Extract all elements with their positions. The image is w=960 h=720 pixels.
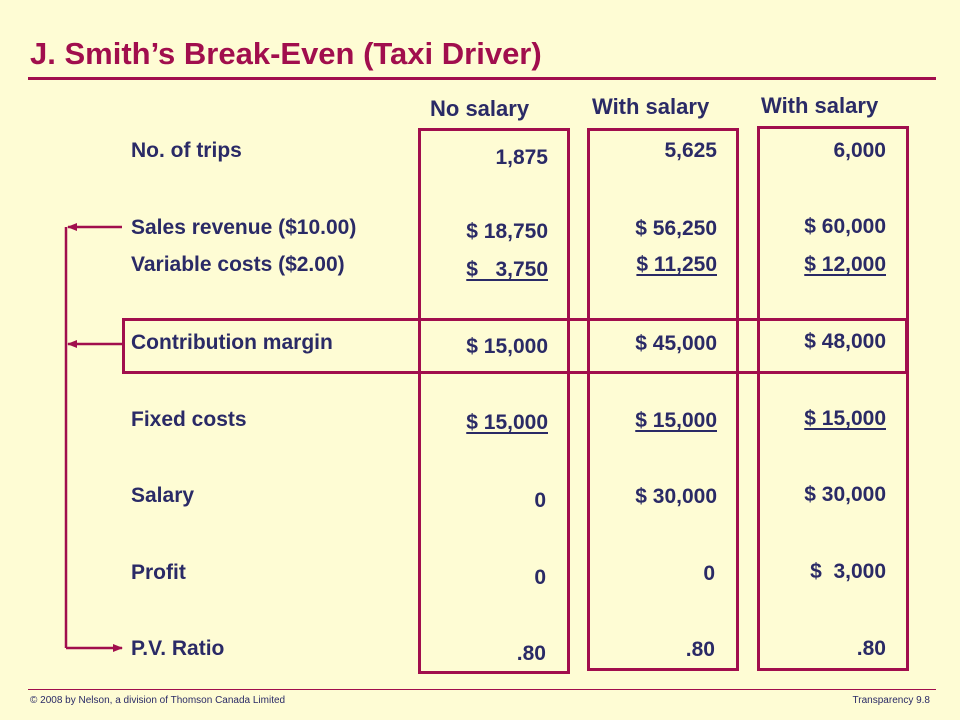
value-pv-no-salary: .80 — [516, 642, 546, 665]
value-profit-with-salary-1: 0 — [703, 562, 715, 585]
title-rule — [28, 77, 936, 80]
value-profit-no-salary: 0 — [534, 566, 546, 589]
value-variable-with-salary-2: $ 12,000 — [804, 253, 886, 276]
value-sales-no-salary: $ 18,750 — [466, 220, 548, 243]
column-header-with-salary-1: With salary — [592, 94, 710, 119]
value-pv-with-salary-2: .80 — [856, 637, 886, 660]
value-salary-no-salary: 0 — [534, 489, 546, 512]
value-fixed-with-salary-1: $ 15,000 — [635, 409, 717, 432]
column-box-with-salary-2 — [757, 126, 909, 671]
slide-title: J. Smith’s Break-Even (Taxi Driver) — [30, 36, 542, 71]
value-fixed-with-salary-2: $ 15,000 — [804, 407, 886, 430]
row-label-variable-costs: Variable costs ($2.00) — [131, 253, 345, 276]
transparency-number: Transparency 9.8 — [852, 695, 930, 706]
row-label-fixed-costs: Fixed costs — [131, 408, 247, 431]
value-salary-with-salary-1: $ 30,000 — [635, 485, 717, 508]
column-header-no-salary: No salary — [430, 96, 530, 121]
row-label-salary: Salary — [131, 484, 195, 507]
value-fixed-no-salary: $ 15,000 — [466, 411, 548, 434]
row-label-sales-revenue: Sales revenue ($10.00) — [131, 216, 357, 239]
value-contribution-with-salary-2: $ 48,000 — [804, 330, 886, 353]
row-label-profit: Profit — [131, 561, 186, 584]
column-box-no-salary — [418, 128, 570, 674]
value-trips-no-salary: 1,875 — [495, 146, 548, 169]
value-contribution-no-salary: $ 15,000 — [466, 335, 548, 358]
value-sales-with-salary-2: $ 60,000 — [804, 215, 886, 238]
value-variable-with-salary-1: $ 11,250 — [636, 253, 717, 276]
value-pv-with-salary-1: .80 — [685, 638, 715, 661]
contribution-margin-highlight-box — [122, 318, 908, 374]
copyright-text: © 2008 by Nelson, a division of Thomson … — [30, 695, 286, 706]
value-trips-with-salary-2: 6,000 — [833, 139, 886, 162]
column-box-with-salary-1 — [587, 128, 739, 671]
value-contribution-with-salary-1: $ 45,000 — [635, 332, 717, 355]
value-sales-with-salary-1: $ 56,250 — [635, 217, 717, 240]
value-profit-with-salary-2: $ 3,000 — [810, 560, 886, 583]
value-trips-with-salary-1: 5,625 — [664, 139, 717, 162]
value-variable-no-salary: $ 3,750 — [466, 258, 548, 281]
value-salary-with-salary-2: $ 30,000 — [804, 483, 886, 506]
row-label-pv-ratio: P.V. Ratio — [131, 637, 225, 660]
footer-rule — [28, 689, 936, 690]
row-label-trips: No. of trips — [131, 139, 242, 162]
row-label-contribution-margin: Contribution margin — [131, 331, 333, 354]
column-header-with-salary-2: With salary — [761, 93, 879, 118]
